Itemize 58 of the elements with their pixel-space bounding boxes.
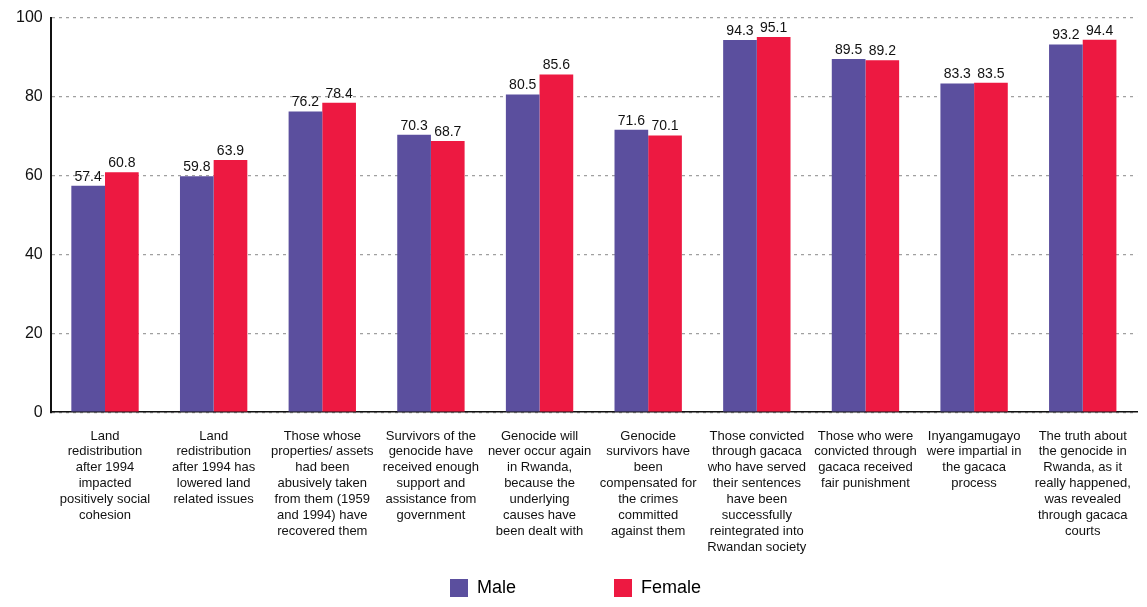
data-label: 59.8 — [183, 158, 211, 175]
data-label: 89.5 — [835, 40, 863, 57]
bar — [865, 60, 900, 412]
data-label: 93.2 — [1052, 26, 1080, 43]
data-label: 80.5 — [509, 76, 537, 93]
data-label: 60.8 — [108, 154, 136, 171]
y-tick-label: 20 — [24, 323, 43, 341]
y-tick-label: 0 — [33, 402, 43, 420]
data-label: 95.1 — [760, 18, 788, 35]
y-tick-label: 40 — [24, 244, 43, 262]
x-tick-label: The truth about the genocide in Rwanda, as it really happened, was revealed through gacaca courts — [1034, 427, 1131, 538]
bar — [322, 102, 356, 412]
bar — [213, 160, 248, 412]
x-tick-label: Genocide survivors have been compensated for the crimes committed against them — [599, 427, 698, 538]
x-tick-label: Genocide will never occur again in Rwanda, because the underlying causes have been dealt with — [487, 427, 592, 538]
bar — [756, 36, 791, 412]
x-tick-label: Land redistribution after 1994 impacted positively social cohesion — [59, 427, 151, 522]
y-tick-label: 80 — [24, 86, 43, 104]
data-label: 83.5 — [977, 64, 1005, 81]
bar — [539, 74, 574, 412]
bar — [71, 185, 106, 412]
legend-label: Male — [476, 576, 607, 597]
data-label: 78.4 — [325, 84, 353, 101]
bar — [974, 82, 1008, 412]
bar — [288, 111, 323, 412]
x-tick-label: Those who were convicted through gacaca received fair punishment — [814, 427, 917, 491]
data-label: 76.2 — [291, 93, 320, 110]
data-label: 85.6 — [542, 56, 571, 73]
data-label: 89.2 — [868, 42, 897, 59]
bar — [1082, 39, 1117, 412]
data-label: 70.3 — [400, 116, 428, 133]
data-label: 94.3 — [726, 21, 754, 38]
x-tick-label: Those whose properties/ assets had been abusively taken from them (1959 and 1994) have recovered them — [270, 427, 375, 538]
bar — [505, 94, 540, 412]
bar — [397, 134, 431, 412]
x-tick-label: Inyangamugayo were impartial in the gacaca process — [925, 427, 1022, 491]
legend-label: Female — [641, 576, 702, 597]
bar — [723, 40, 757, 412]
data-label: 63.9 — [216, 141, 245, 158]
bar — [648, 135, 682, 412]
data-label: 94.4 — [1085, 21, 1114, 38]
x-tick-label: Survivors of the genocide have received enough support and assistance from government — [382, 427, 479, 522]
bar — [179, 176, 214, 412]
data-label: 83.3 — [943, 65, 972, 82]
bar — [940, 83, 975, 412]
data-label: 71.6 — [617, 111, 646, 128]
bar — [614, 129, 649, 412]
bar — [105, 172, 139, 412]
bar — [1049, 44, 1083, 412]
data-label: 68.7 — [434, 122, 462, 139]
x-tick-label: Those convicted through gacaca who have served their sentences have been successfully reintegrated into Rwandan society — [706, 427, 807, 554]
x-tick-label: Land redistribution after 1994 has lowered land related issues — [172, 427, 256, 507]
data-label: 70.1 — [651, 117, 679, 134]
data-label: 57.4 — [74, 167, 103, 184]
y-tick-label: 60 — [24, 165, 43, 183]
bar — [430, 141, 465, 412]
bar — [831, 59, 866, 412]
y-tick-label: 100 — [15, 8, 43, 26]
